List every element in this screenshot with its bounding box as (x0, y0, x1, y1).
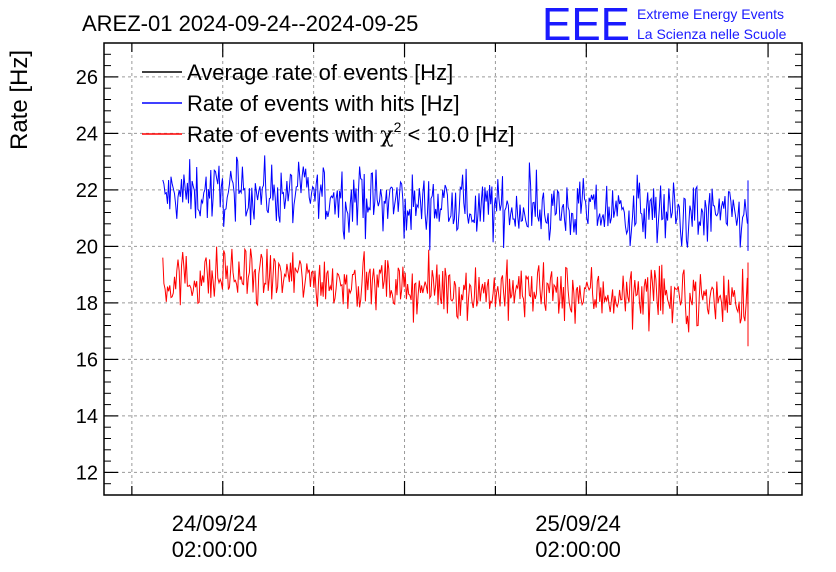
eee-logo: EEE Extreme Energy Events La Scienza nel… (542, 0, 787, 50)
series-line-1 (162, 155, 749, 251)
legend-label-chi2: Rate of events with χ2 < 10.0 [Hz] (187, 119, 514, 148)
y-tick-label: 16 (76, 349, 98, 371)
y-tick-label: 22 (76, 180, 98, 202)
y-tick-label: 26 (76, 67, 98, 89)
grid-lines (104, 43, 802, 495)
logo-line2: La Scienza nelle Scuole (637, 26, 787, 42)
x-tick-label-time: 02:00:00 (172, 537, 258, 562)
series-line-2 (162, 246, 749, 347)
x-tick-label-date: 24/09/24 (172, 511, 258, 536)
y-axis: 12 14 16 18 20 22 24 26 (76, 42, 802, 496)
chart-title: AREZ-01 2024-09-24--2024-09-25 (82, 11, 418, 36)
logo-line1: Extreme Energy Events (637, 6, 784, 22)
y-tick-label: 18 (76, 293, 98, 315)
y-tick-label: 24 (76, 123, 98, 145)
y-tick-label: 12 (76, 462, 98, 484)
y-axis-label: Rate [Hz] (6, 50, 33, 150)
logo-mark: EEE (542, 0, 630, 50)
series-layer (162, 155, 749, 347)
legend: Average rate of events [Hz] Rate of even… (142, 60, 514, 148)
y-tick-label: 20 (76, 236, 98, 258)
x-tick-label-date: 25/09/24 (535, 511, 621, 536)
legend-label-average: Average rate of events [Hz] (187, 60, 453, 85)
legend-label-hits: Rate of events with hits [Hz] (187, 91, 460, 116)
x-tick-label-time: 02:00:00 (535, 537, 621, 562)
y-tick-label: 14 (76, 406, 98, 428)
